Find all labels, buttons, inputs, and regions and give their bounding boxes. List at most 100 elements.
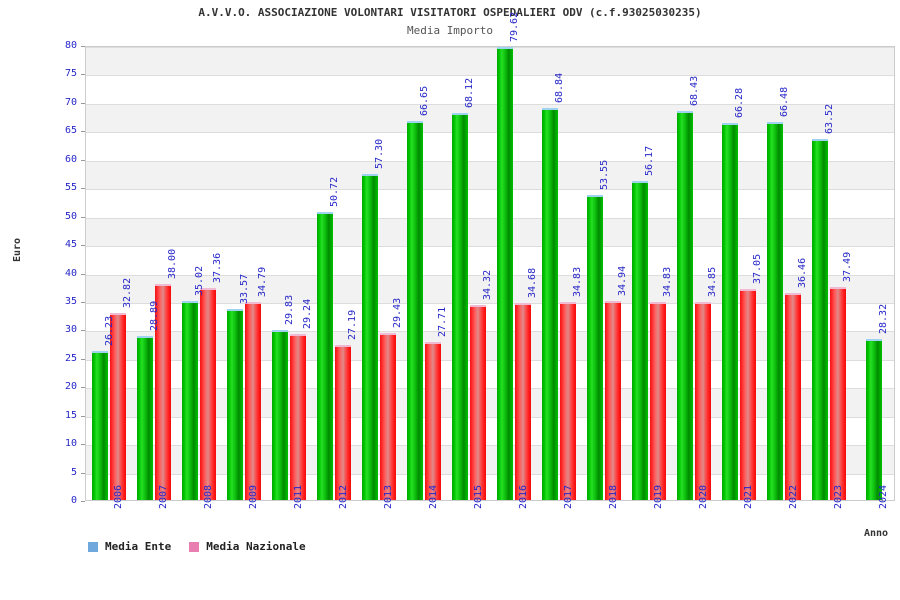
y-tick-label: 75	[64, 68, 77, 80]
legend-item[interactable]: Media Ente	[88, 540, 171, 553]
bar-value-label: 34.32	[481, 269, 493, 300]
bar-value-label: 37.36	[211, 252, 223, 283]
y-tick-label: 10	[64, 438, 77, 450]
y-tick-mark	[81, 387, 85, 389]
y-tick-mark	[81, 273, 85, 275]
bar-value-label: 37.05	[751, 254, 763, 285]
x-tick-label: 2006	[112, 484, 124, 509]
x-tick-label: 2017	[562, 484, 574, 509]
y-tick-mark	[81, 131, 85, 133]
bar-value-label: 68.84	[553, 73, 565, 104]
gridline	[86, 445, 894, 447]
y-tick-mark	[81, 358, 85, 360]
legend-swatch-icon	[189, 541, 200, 552]
y-tick-mark	[81, 501, 85, 502]
x-tick-label: 2008	[202, 484, 214, 509]
x-tick-label: 2024	[877, 484, 889, 509]
bar-media-nazionale	[604, 301, 621, 500]
bar-value-label: 33.57	[238, 273, 250, 305]
y-tick-mark	[81, 46, 85, 47]
bar-value-label: 53.55	[598, 160, 610, 191]
y-tick-mark	[81, 245, 85, 247]
y-tick-mark	[81, 444, 85, 446]
bar-value-label: 36.46	[796, 257, 808, 288]
y-tick-label: 5	[70, 466, 77, 478]
y-tick-label: 25	[64, 352, 77, 364]
chart-subtitle: Media Importo	[406, 24, 494, 37]
bar-media-ente	[496, 47, 513, 500]
x-tick-label: 2016	[517, 484, 529, 509]
y-tick-label: 20	[64, 381, 77, 393]
x-tick-label: 2020	[697, 484, 709, 509]
bar-value-label: 34.68	[526, 267, 538, 298]
x-tick-label: 2021	[742, 484, 754, 509]
y-tick-label: 60	[64, 153, 77, 165]
y-tick-mark	[81, 330, 85, 332]
bar-media-ente	[91, 350, 108, 500]
bar-value-label: 79.62	[508, 12, 520, 43]
bar-media-nazionale	[379, 332, 396, 500]
x-tick-label: 2011	[292, 484, 304, 509]
y-tick-mark	[81, 216, 85, 218]
gridline	[86, 302, 894, 304]
y-tick-mark	[81, 74, 85, 76]
bar-media-nazionale	[514, 302, 531, 500]
gridline	[86, 132, 894, 134]
plot-band	[86, 331, 894, 360]
bar-value-label: 57.30	[373, 138, 385, 170]
y-tick-label: 50	[64, 210, 77, 222]
legend-label: Media Nazionale	[206, 540, 306, 553]
x-tick-label: 2007	[157, 484, 169, 509]
plot-band	[86, 388, 894, 417]
bar-media-nazionale	[244, 302, 261, 500]
bar-value-label: 66.48	[778, 86, 790, 117]
y-tick-label: 15	[64, 409, 77, 421]
x-tick-label: 2023	[832, 484, 844, 509]
x-axis-title: Anno	[864, 528, 889, 539]
bar-media-nazionale	[739, 289, 756, 500]
bar-value-label: 34.83	[661, 266, 673, 297]
bar-value-label: 63.52	[823, 103, 835, 134]
plot-band	[86, 47, 894, 76]
gridline	[86, 75, 894, 77]
x-tick-label: 2019	[652, 484, 664, 509]
x-tick-label: 2015	[472, 484, 484, 509]
bar-value-label: 34.79	[256, 267, 268, 298]
bar-media-ente	[136, 335, 153, 500]
bar-media-ente	[586, 195, 603, 500]
bar-media-ente	[721, 123, 738, 500]
bar-value-label: 56.17	[643, 145, 655, 176]
plot-band	[86, 103, 894, 133]
gridline	[86, 47, 894, 48]
bar-media-ente	[865, 338, 882, 500]
bar-media-nazionale	[694, 301, 711, 500]
bar-media-ente	[271, 330, 288, 500]
bar-media-ente	[811, 138, 828, 500]
y-tick-label: 70	[64, 96, 77, 108]
gridline	[86, 473, 894, 475]
bar-media-ente	[631, 180, 648, 500]
y-tick-mark	[81, 472, 85, 474]
y-tick-mark	[81, 102, 85, 104]
gridline	[86, 189, 894, 191]
legend-label: Media Ente	[105, 540, 172, 553]
bar-media-nazionale	[829, 286, 846, 500]
bar-media-nazionale	[649, 301, 666, 500]
bar-value-label: 66.65	[418, 85, 430, 116]
y-tick-mark	[81, 415, 85, 417]
bar-value-label: 50.72	[328, 176, 340, 207]
legend-item[interactable]: Media Nazionale	[189, 540, 306, 553]
x-tick-label: 2014	[427, 484, 439, 509]
bar-value-label: 27.19	[346, 310, 358, 341]
bar-media-ente	[451, 112, 468, 500]
plot-band	[86, 274, 894, 303]
gridline	[86, 274, 894, 276]
bar-media-nazionale	[784, 292, 801, 500]
y-tick-label: 35	[64, 295, 77, 307]
bar-media-ente	[541, 108, 558, 500]
bar-value-label: 32.82	[121, 278, 133, 309]
bar-value-label: 68.12	[463, 77, 475, 108]
bar-media-nazionale	[109, 313, 126, 500]
bar-value-label: 28.89	[148, 300, 160, 331]
